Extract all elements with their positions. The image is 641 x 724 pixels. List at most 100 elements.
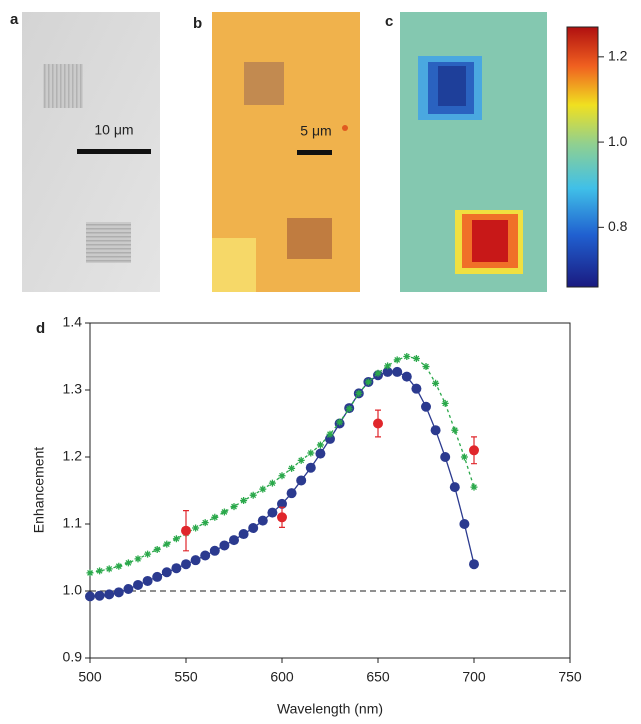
data-point (115, 562, 123, 570)
micrograph-a (22, 12, 160, 292)
data-point (326, 430, 334, 438)
data-point (153, 545, 161, 553)
data-point (403, 353, 411, 360)
data-point (411, 383, 422, 394)
data-point (278, 472, 286, 480)
data-point (94, 590, 105, 601)
panel-label: c (385, 13, 393, 30)
data-point (249, 491, 257, 499)
colorbar (566, 26, 599, 288)
data-point (124, 559, 132, 567)
data-point (85, 591, 95, 602)
data-point (307, 449, 315, 457)
data-point (470, 483, 478, 491)
data-point (113, 587, 124, 598)
data-point (297, 456, 305, 464)
data-point (201, 519, 209, 527)
data-point (277, 498, 287, 509)
y-axis-label: Enhancement (31, 447, 47, 534)
data-point (240, 497, 248, 505)
data-point (373, 418, 383, 429)
data-point (432, 379, 440, 387)
data-point (449, 482, 460, 493)
data-point (422, 363, 430, 371)
data-point (230, 503, 238, 511)
data-point (248, 523, 259, 534)
data-point (401, 371, 412, 382)
data-point (86, 569, 94, 577)
y-tick-label: 1.4 (63, 314, 83, 330)
data-point (133, 579, 143, 590)
x-axis-label: Wavelength (nm) (277, 701, 383, 717)
data-point (392, 366, 403, 377)
panel-label: d (36, 320, 45, 337)
scale-bar-label: 5 μm (300, 123, 331, 139)
data-point (152, 571, 163, 582)
scale-bar-label: 10 μm (94, 122, 133, 138)
data-point (172, 535, 180, 543)
data-point (267, 507, 278, 518)
data-point (296, 475, 307, 486)
colorbar-tick-label: 0.8 (608, 218, 628, 234)
data-point (384, 362, 392, 370)
data-point (440, 452, 451, 462)
data-point (393, 356, 401, 364)
data-point (161, 567, 172, 578)
x-tick-label: 500 (78, 669, 102, 685)
data-point (259, 485, 267, 493)
data-point (105, 565, 113, 573)
x-tick-label: 650 (366, 669, 390, 685)
data-point (211, 513, 219, 521)
data-point (192, 524, 200, 532)
data-point (355, 389, 363, 397)
data-point (286, 488, 297, 499)
data-point (181, 559, 191, 570)
micrograph-b (212, 12, 360, 292)
colorbar-tick-label: 1.2 (608, 48, 628, 64)
data-point (316, 441, 324, 449)
data-point (430, 425, 441, 436)
data-point (144, 550, 152, 558)
data-point (123, 583, 134, 594)
data-point (104, 589, 115, 600)
data-point (469, 559, 479, 570)
data-point (209, 545, 220, 556)
data-point (382, 366, 393, 377)
panel-label: a (10, 11, 19, 28)
data-point (190, 555, 201, 566)
data-point (142, 575, 153, 586)
data-point (336, 418, 344, 426)
data-point (229, 535, 239, 546)
series-line (89, 371, 475, 598)
data-point (412, 355, 420, 363)
panel-label: b (193, 15, 202, 32)
data-point (238, 529, 249, 540)
data-point (364, 378, 372, 386)
data-point (305, 462, 316, 473)
data-point (220, 508, 228, 516)
plot-frame (89, 322, 571, 659)
data-point (181, 525, 191, 536)
colorbar-tick-label: 1.0 (608, 133, 628, 149)
x-tick-label: 550 (174, 669, 198, 685)
data-point (96, 567, 104, 575)
data-point (219, 540, 230, 551)
y-tick-label: 1.2 (63, 448, 83, 464)
data-point (288, 464, 296, 472)
data-point (345, 405, 353, 413)
data-point (134, 555, 142, 563)
x-tick-label: 750 (558, 669, 582, 685)
y-tick-label: 1.1 (63, 515, 83, 531)
data-point (459, 519, 470, 529)
data-point (277, 512, 287, 523)
data-point (421, 401, 431, 412)
y-tick-label: 0.9 (63, 649, 83, 665)
data-point (460, 453, 468, 461)
data-point (374, 369, 382, 377)
x-tick-label: 600 (270, 669, 294, 685)
data-point (257, 515, 268, 526)
data-point (163, 540, 171, 548)
data-point (200, 550, 211, 561)
data-point (469, 445, 479, 456)
